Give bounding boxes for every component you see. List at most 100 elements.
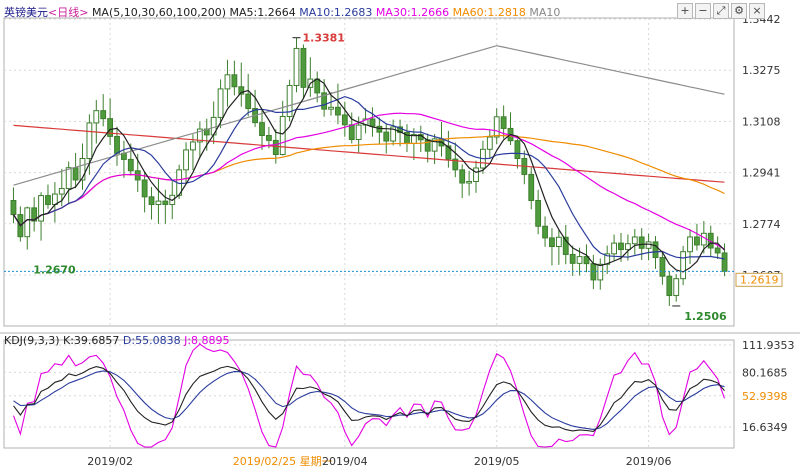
candle-body[interactable]: [335, 106, 341, 116]
chart-header: 英镑美元<日线> MA(5,10,30,60,100,200) MA5:1.26…: [4, 4, 560, 20]
period-label[interactable]: <日线>: [48, 6, 89, 19]
candle-body[interactable]: [638, 236, 645, 249]
candle-body[interactable]: [576, 256, 583, 264]
candle-body[interactable]: [148, 196, 155, 205]
candle-body[interactable]: [100, 110, 107, 120]
candle-body[interactable]: [259, 122, 265, 137]
subtract-icon[interactable]: −: [695, 3, 711, 19]
candle-body[interactable]: [514, 140, 521, 159]
candle-body[interactable]: [162, 200, 169, 205]
candle-body[interactable]: [369, 118, 376, 127]
low-annotation-right: 1.2506: [684, 310, 727, 323]
kdj-d-line: [13, 370, 725, 430]
candle-body[interactable]: [583, 256, 590, 265]
candle-body[interactable]: [231, 74, 238, 88]
candle-body[interactable]: [279, 115, 286, 156]
candle-body[interactable]: [569, 253, 576, 264]
candle-body[interactable]: [624, 243, 631, 251]
candle-body[interactable]: [666, 275, 673, 297]
ma60-line: [12, 134, 725, 227]
candle-body[interactable]: [631, 236, 638, 245]
candle-body[interactable]: [528, 173, 535, 201]
candle-body[interactable]: [673, 278, 680, 297]
ma-legend-item: MA10:1.2683: [295, 6, 373, 19]
candle-body[interactable]: [445, 145, 452, 160]
candle-body[interactable]: [183, 149, 189, 171]
candle-body[interactable]: [245, 93, 252, 110]
candle-body[interactable]: [562, 236, 569, 255]
candle-body[interactable]: [31, 207, 38, 222]
candle-body[interactable]: [694, 236, 700, 246]
current-price-label: 1.2619: [740, 273, 779, 286]
candle-body[interactable]: [86, 122, 93, 159]
ma100-line: [13, 45, 725, 186]
x-tick-label: 2019/04: [322, 455, 368, 468]
candle-body[interactable]: [272, 139, 279, 156]
candle-body[interactable]: [321, 92, 328, 110]
candle-body[interactable]: [300, 47, 307, 88]
candle-body[interactable]: [348, 124, 355, 140]
candle-body[interactable]: [114, 135, 120, 154]
candle-body[interactable]: [190, 141, 196, 151]
candle-body[interactable]: [72, 167, 79, 181]
ma30-line: [12, 112, 725, 250]
candle-body[interactable]: [93, 110, 100, 124]
candle-body[interactable]: [459, 169, 466, 184]
candle-body[interactable]: [341, 114, 348, 126]
candle-body[interactable]: [265, 135, 272, 141]
candle-body[interactable]: [10, 199, 17, 216]
candle-body[interactable]: [196, 128, 203, 143]
candle-body[interactable]: [79, 157, 86, 181]
candle-body[interactable]: [714, 247, 721, 254]
kdj-k-value: K:39.6857: [63, 334, 120, 347]
close-icon[interactable]: ×: [749, 3, 765, 19]
candle-body[interactable]: [431, 138, 438, 152]
candle-body[interactable]: [141, 179, 148, 198]
candle-body[interactable]: [597, 263, 604, 281]
candle-body[interactable]: [493, 116, 500, 138]
candle-body[interactable]: [659, 257, 666, 277]
candle-body[interactable]: [45, 195, 51, 205]
candle-body[interactable]: [473, 167, 479, 182]
candle-body[interactable]: [549, 237, 555, 247]
candle-body[interactable]: [355, 124, 362, 140]
candle-body[interactable]: [38, 195, 44, 222]
candle-body[interactable]: [293, 47, 300, 87]
candle-body[interactable]: [314, 78, 321, 94]
expand-icon[interactable]: ⤢: [713, 3, 729, 19]
add-icon[interactable]: +: [677, 3, 693, 19]
candle-body[interactable]: [127, 158, 134, 172]
candle-body[interactable]: [238, 86, 245, 95]
candle-body[interactable]: [383, 131, 390, 142]
candle-body[interactable]: [24, 207, 31, 238]
candle-body[interactable]: [65, 167, 72, 190]
candle-body[interactable]: [611, 242, 618, 255]
candle-body[interactable]: [376, 125, 383, 133]
candle-body[interactable]: [535, 199, 542, 227]
candle-body[interactable]: [155, 200, 162, 205]
candle-body[interactable]: [721, 252, 728, 272]
candle-body[interactable]: [224, 74, 231, 90]
candle-body[interactable]: [390, 126, 397, 142]
candle-body[interactable]: [328, 106, 334, 110]
candle-body[interactable]: [652, 241, 659, 259]
candle-body[interactable]: [486, 136, 493, 150]
candle-body[interactable]: [618, 242, 624, 251]
candle-body[interactable]: [500, 116, 507, 129]
x-tick-label: 2019/06: [626, 455, 672, 468]
settings-icon[interactable]: ⚙: [731, 3, 747, 19]
candle-body[interactable]: [680, 251, 687, 280]
candle-body[interactable]: [687, 236, 693, 253]
candle-body[interactable]: [107, 118, 114, 137]
candle-body[interactable]: [542, 225, 548, 239]
kdj-tick-label: 52.9398: [742, 390, 788, 403]
candle-body[interactable]: [466, 180, 473, 184]
candle-body[interactable]: [452, 158, 459, 171]
candle-body[interactable]: [217, 88, 224, 118]
candle-body[interactable]: [286, 85, 293, 117]
candle-body[interactable]: [58, 188, 65, 195]
candle-body[interactable]: [555, 236, 562, 247]
ma-legend-item: MA30:1.2666: [372, 6, 450, 19]
candle-body[interactable]: [51, 193, 58, 205]
